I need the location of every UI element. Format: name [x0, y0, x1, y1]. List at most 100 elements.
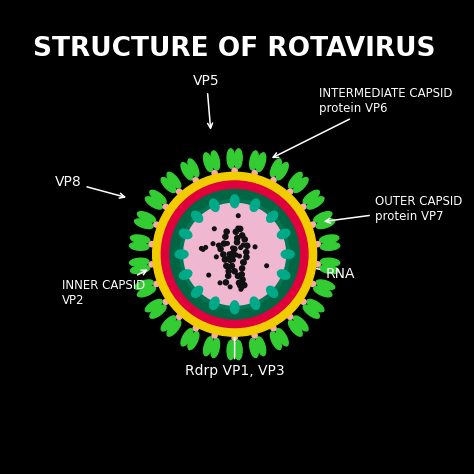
Text: VP5: VP5: [193, 74, 220, 128]
Circle shape: [232, 168, 237, 173]
Ellipse shape: [129, 258, 149, 266]
Circle shape: [310, 222, 316, 227]
Circle shape: [227, 255, 230, 259]
Circle shape: [237, 280, 242, 285]
Circle shape: [288, 189, 293, 194]
Ellipse shape: [307, 197, 324, 209]
Circle shape: [235, 236, 240, 241]
Ellipse shape: [188, 332, 199, 350]
Text: Rdrp VP1, VP3: Rdrp VP1, VP3: [185, 316, 284, 378]
Ellipse shape: [276, 328, 288, 346]
Circle shape: [207, 273, 210, 277]
Ellipse shape: [129, 242, 149, 250]
Circle shape: [271, 326, 276, 331]
Circle shape: [241, 260, 246, 265]
Ellipse shape: [203, 153, 213, 172]
Circle shape: [149, 242, 154, 247]
Ellipse shape: [316, 280, 335, 290]
Circle shape: [252, 333, 257, 338]
Circle shape: [239, 272, 244, 277]
Ellipse shape: [314, 212, 332, 222]
Circle shape: [239, 287, 243, 291]
Circle shape: [154, 222, 159, 227]
Circle shape: [232, 246, 237, 252]
Circle shape: [237, 226, 243, 231]
Ellipse shape: [250, 297, 260, 310]
Ellipse shape: [150, 190, 166, 203]
Ellipse shape: [188, 159, 199, 177]
Ellipse shape: [270, 332, 281, 350]
Ellipse shape: [150, 305, 166, 318]
Circle shape: [233, 229, 238, 234]
Circle shape: [218, 281, 222, 285]
Circle shape: [239, 266, 245, 271]
Circle shape: [180, 200, 290, 309]
Ellipse shape: [230, 301, 239, 314]
Ellipse shape: [130, 235, 150, 243]
Circle shape: [301, 204, 306, 210]
Circle shape: [228, 285, 232, 289]
Ellipse shape: [270, 159, 281, 177]
Text: VP8: VP8: [55, 175, 125, 198]
Circle shape: [233, 253, 237, 256]
Circle shape: [236, 273, 240, 279]
Circle shape: [226, 268, 231, 273]
Circle shape: [212, 227, 216, 230]
Circle shape: [163, 299, 168, 304]
Text: OUTER CAPSID
protein VP7: OUTER CAPSID protein VP7: [325, 195, 462, 223]
Ellipse shape: [316, 219, 335, 228]
Ellipse shape: [293, 178, 308, 192]
Circle shape: [288, 314, 293, 319]
Circle shape: [271, 178, 276, 183]
Circle shape: [163, 204, 168, 210]
Ellipse shape: [250, 199, 260, 211]
Ellipse shape: [137, 212, 155, 222]
Circle shape: [226, 242, 229, 245]
Ellipse shape: [180, 229, 192, 238]
Ellipse shape: [227, 340, 235, 360]
Circle shape: [232, 258, 235, 262]
Circle shape: [204, 246, 208, 249]
Circle shape: [217, 244, 220, 247]
Circle shape: [241, 260, 244, 264]
Circle shape: [215, 255, 218, 259]
Ellipse shape: [191, 211, 202, 222]
Ellipse shape: [235, 149, 242, 168]
Circle shape: [149, 262, 154, 267]
Circle shape: [170, 190, 299, 319]
Ellipse shape: [211, 338, 219, 357]
Circle shape: [200, 246, 203, 250]
Ellipse shape: [319, 265, 339, 273]
Circle shape: [241, 243, 245, 247]
Circle shape: [301, 299, 306, 304]
Ellipse shape: [146, 197, 162, 209]
Circle shape: [310, 282, 316, 286]
Circle shape: [193, 326, 198, 331]
Ellipse shape: [135, 280, 153, 290]
Ellipse shape: [314, 286, 332, 297]
Circle shape: [231, 246, 234, 250]
Circle shape: [218, 243, 221, 247]
Circle shape: [238, 284, 241, 288]
Circle shape: [315, 242, 320, 247]
Circle shape: [245, 243, 250, 248]
Circle shape: [176, 314, 182, 319]
Circle shape: [211, 242, 215, 246]
Ellipse shape: [307, 300, 324, 312]
Circle shape: [221, 252, 226, 257]
Ellipse shape: [161, 178, 176, 192]
Circle shape: [226, 273, 231, 278]
Ellipse shape: [256, 153, 266, 172]
Ellipse shape: [277, 229, 290, 238]
Circle shape: [176, 189, 182, 194]
Circle shape: [184, 203, 285, 305]
Circle shape: [224, 263, 229, 268]
Circle shape: [153, 173, 317, 336]
Circle shape: [240, 286, 243, 290]
Ellipse shape: [267, 211, 278, 222]
Circle shape: [231, 255, 235, 258]
Circle shape: [237, 254, 241, 258]
Ellipse shape: [256, 337, 266, 356]
Ellipse shape: [167, 173, 181, 188]
Ellipse shape: [303, 305, 319, 318]
